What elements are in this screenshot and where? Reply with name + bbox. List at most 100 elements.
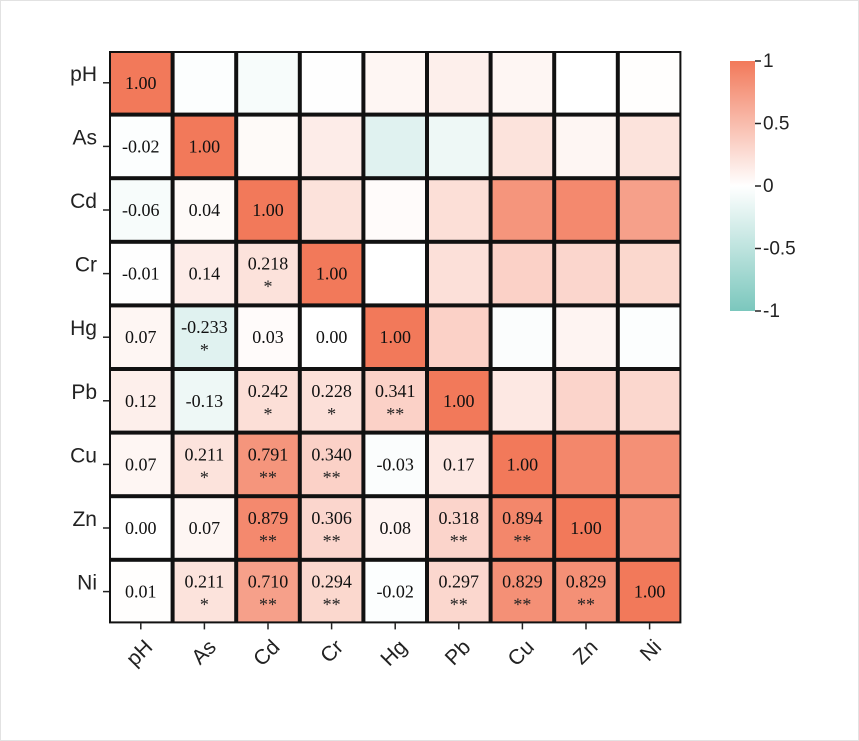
cell-value-Zn-Cu: 0.894: [502, 508, 543, 528]
x-label-pH: pH: [122, 636, 157, 671]
cell-value-Zn-Cd: 0.879: [248, 508, 289, 528]
cell-Hg-Cd: [238, 307, 298, 367]
cell-value-Ni-As: 0.211: [184, 572, 224, 592]
cell-Ni-Cu: [492, 561, 553, 622]
y-label-Zn: Zn: [72, 508, 97, 531]
cell-Zn-Cr: [301, 498, 362, 558]
y-label-pH: pH: [70, 63, 97, 86]
cell-pH-Hg: [365, 53, 425, 113]
cell-Ni-Hg: [365, 561, 425, 622]
cell-Zn-Cu: [492, 498, 553, 558]
cell-Pb-Ni: [619, 371, 680, 431]
cell-significance-Ni-Cr: **: [323, 595, 341, 615]
cell-significance-Cu-As: *: [200, 467, 209, 487]
cell-value-Ni-Zn: 0.829: [566, 572, 607, 592]
cell-Hg-pH: [111, 307, 171, 367]
cell-Cd-Zn: [556, 180, 616, 240]
cell-Pb-pH: [111, 371, 171, 431]
cell-value-Ni-Cu: 0.829: [502, 572, 543, 592]
cell-As-Hg: [365, 116, 425, 177]
cell-value-Hg-pH: 0.07: [125, 327, 157, 347]
cell-pH-Zn: [556, 53, 616, 113]
cell-value-Cr-Cd: 0.218: [248, 254, 289, 274]
heatmap-cells: 1.00 -0.02 1.00 -0.06 0.04 1.00 -0.01 0.14 0.218…: [109, 51, 682, 624]
cell-As-Cd: [238, 116, 298, 177]
cell-significance-Ni-Cu: **: [513, 595, 531, 615]
cell-Pb-Zn: [556, 371, 616, 431]
cell-Cr-Cu: [492, 243, 553, 304]
cell-Cd-Pb: [429, 180, 489, 240]
cell-pH-Pb: [429, 53, 489, 113]
cell-value-Pb-Cd: 0.242: [248, 381, 289, 401]
cell-significance-Cu-Cd: **: [259, 467, 277, 487]
colorbar-tick-label-0.5: 0.5: [763, 114, 789, 135]
cell-Hg-Pb: [429, 307, 489, 367]
colorbar-tick-label-0: 0: [763, 176, 774, 197]
cell-value-Cu-Hg: -0.03: [376, 454, 414, 474]
cell-significance-Pb-Cr: *: [327, 404, 336, 424]
cell-significance-Hg-As: *: [200, 340, 209, 360]
cell-As-Pb: [429, 116, 489, 177]
cell-value-Zn-Cr: 0.306: [311, 508, 352, 528]
x-label-Ni: Ni: [636, 636, 666, 666]
cell-value-Ni-Pb: 0.297: [439, 572, 480, 592]
y-label-As: As: [72, 126, 97, 149]
cell-Pb-Pb: [429, 371, 489, 431]
x-label-Zn: Zn: [569, 636, 603, 670]
colorbar: 1 0.5 0 -0.5 -1: [730, 51, 796, 322]
cell-value-Cd-pH: -0.06: [122, 200, 160, 220]
cell-value-Cr-As: 0.14: [189, 264, 221, 284]
cell-Zn-Pb: [429, 498, 489, 558]
cell-significance-Ni-As: *: [200, 595, 209, 615]
cell-value-Cd-Cd: 1.00: [252, 200, 284, 220]
cell-significance-Zn-Cd: **: [259, 531, 277, 551]
cell-Hg-Hg: [365, 307, 425, 367]
cell-value-Ni-Cr: 0.294: [311, 572, 352, 592]
cell-significance-Cr-Cd: *: [264, 277, 273, 297]
y-label-Hg: Hg: [70, 317, 97, 340]
cell-value-Ni-Cd: 0.710: [248, 572, 289, 592]
cell-pH-Cr: [301, 53, 362, 113]
cell-Pb-As: [174, 371, 235, 431]
cell-value-Cr-Cr: 1.00: [316, 264, 348, 284]
cell-significance-Zn-Cu: **: [513, 531, 531, 551]
cell-Pb-Cu: [492, 371, 553, 431]
cell-Cd-Hg: [365, 180, 425, 240]
cell-Cr-As: [174, 243, 235, 304]
cell-value-Pb-Hg: 0.341: [375, 381, 416, 401]
cell-Cu-Cd: [238, 434, 298, 495]
cell-value-Cu-Cd: 0.791: [248, 444, 289, 464]
cell-Cu-Ni: [619, 434, 680, 495]
y-axis-labels: pH As Cd Cr Hg Pb Cu Zn Ni: [70, 63, 109, 595]
cell-value-Cu-Cr: 0.340: [311, 444, 352, 464]
y-label-Cd: Cd: [70, 190, 97, 213]
cell-Ni-Ni: [619, 561, 680, 622]
y-label-Cr: Cr: [75, 254, 97, 277]
cell-value-Ni-Ni: 1.00: [634, 582, 666, 602]
cell-Cd-Cd: [238, 180, 298, 240]
cell-Pb-Cd: [238, 371, 298, 431]
cell-Hg-Ni: [619, 307, 680, 367]
x-label-Hg: Hg: [376, 636, 411, 671]
cell-Cu-As: [174, 434, 235, 495]
cell-significance-Zn-Pb: **: [450, 531, 468, 551]
cell-As-Cu: [492, 116, 553, 177]
cell-Zn-pH: [111, 498, 171, 558]
cell-value-Zn-Zn: 1.00: [570, 518, 602, 538]
cell-significance-Cu-Cr: **: [323, 467, 341, 487]
cell-pH-Cd: [238, 53, 298, 113]
x-axis-labels: pH As Cd Cr Hg Pb Cu Zn Ni: [122, 623, 666, 671]
cell-value-Cr-pH: -0.01: [122, 264, 160, 284]
cell-Cu-Zn: [556, 434, 616, 495]
x-label-Cd: Cd: [249, 636, 284, 671]
cell-Ni-Cd: [238, 561, 298, 622]
x-label-Cu: Cu: [504, 636, 539, 671]
cell-Ni-As: [174, 561, 235, 622]
cell-Zn-As: [174, 498, 235, 558]
cell-significance-Pb-Hg: **: [386, 404, 404, 424]
x-label-Cr: Cr: [316, 636, 348, 668]
cell-As-As: [174, 116, 235, 177]
cell-value-Cu-pH: 0.07: [125, 454, 157, 474]
cell-Cd-pH: [111, 180, 171, 240]
cell-Cd-Ni: [619, 180, 680, 240]
